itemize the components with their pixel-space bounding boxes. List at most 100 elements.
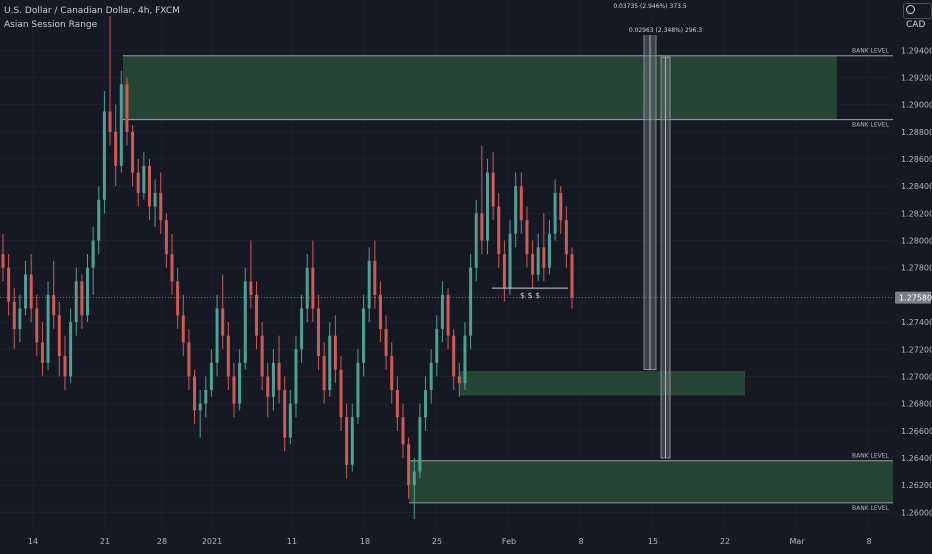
candle[interactable] — [40, 322, 44, 377]
candle[interactable] — [108, 16, 112, 146]
candle[interactable] — [373, 240, 377, 309]
candle[interactable] — [457, 362, 461, 397]
candle[interactable] — [333, 315, 337, 384]
candle[interactable] — [164, 213, 168, 268]
candle[interactable] — [283, 376, 287, 452]
candles-layer[interactable] — [1, 16, 574, 520]
candle[interactable] — [198, 390, 202, 438]
candle[interactable] — [570, 247, 574, 309]
candle[interactable] — [131, 125, 135, 187]
candle[interactable] — [502, 240, 506, 302]
candle[interactable] — [97, 186, 101, 255]
candle[interactable] — [187, 328, 191, 391]
candle[interactable] — [35, 294, 39, 357]
candle[interactable] — [384, 315, 388, 370]
candle[interactable] — [136, 159, 140, 207]
candle[interactable] — [395, 376, 399, 431]
candle[interactable] — [288, 390, 292, 445]
candle[interactable] — [243, 267, 247, 370]
candle[interactable] — [74, 267, 78, 336]
candle[interactable] — [249, 240, 253, 309]
candle[interactable] — [491, 152, 495, 221]
candle[interactable] — [480, 145, 484, 255]
candle[interactable] — [311, 240, 315, 323]
candle[interactable] — [125, 77, 129, 146]
candle[interactable] — [1, 233, 5, 282]
candle[interactable] — [469, 254, 473, 350]
candle[interactable] — [474, 199, 478, 282]
candle[interactable] — [215, 294, 219, 377]
candle[interactable] — [159, 172, 163, 234]
candle[interactable] — [316, 294, 320, 370]
candle[interactable] — [446, 288, 450, 350]
candle[interactable] — [181, 294, 185, 357]
candle[interactable] — [114, 104, 118, 187]
candle[interactable] — [519, 172, 523, 234]
candle[interactable] — [463, 322, 467, 391]
candle[interactable] — [412, 457, 416, 520]
candle[interactable] — [119, 70, 123, 173]
candle[interactable] — [305, 254, 309, 323]
candle[interactable] — [69, 308, 73, 384]
candle[interactable] — [24, 260, 28, 316]
candle[interactable] — [378, 281, 382, 343]
candle[interactable] — [57, 301, 61, 377]
candle[interactable] — [322, 342, 326, 404]
candle[interactable] — [266, 362, 270, 418]
candle[interactable] — [559, 186, 563, 234]
candle[interactable] — [80, 274, 84, 329]
candle[interactable] — [226, 322, 230, 391]
candle[interactable] — [362, 294, 366, 377]
candle[interactable] — [294, 335, 298, 418]
candle[interactable] — [12, 288, 16, 350]
candle[interactable] — [277, 335, 281, 404]
candle[interactable] — [536, 233, 540, 282]
candle[interactable] — [345, 403, 349, 479]
candle[interactable] — [328, 322, 332, 397]
candle[interactable] — [7, 254, 11, 316]
candle[interactable] — [452, 328, 456, 391]
candle[interactable] — [553, 179, 557, 241]
candle[interactable] — [525, 206, 529, 268]
candle[interactable] — [497, 192, 501, 268]
candle[interactable] — [142, 152, 146, 200]
candle[interactable] — [339, 356, 343, 431]
candle[interactable] — [367, 247, 371, 323]
candle[interactable] — [508, 220, 512, 295]
candle[interactable] — [407, 437, 411, 499]
candle[interactable] — [401, 403, 405, 458]
currency-selector[interactable]: CAD — [903, 3, 932, 30]
candle[interactable] — [170, 233, 174, 295]
candle[interactable] — [238, 349, 242, 411]
candle[interactable] — [63, 335, 67, 391]
candle[interactable] — [260, 322, 264, 391]
candle[interactable] — [18, 294, 22, 343]
candle[interactable] — [424, 376, 428, 431]
candle[interactable] — [542, 213, 546, 282]
candle[interactable] — [176, 267, 180, 329]
candle[interactable] — [86, 254, 90, 323]
candle[interactable] — [255, 281, 259, 350]
candle[interactable] — [300, 294, 304, 363]
candle[interactable] — [564, 206, 568, 268]
candle[interactable] — [209, 349, 213, 397]
candle[interactable] — [547, 220, 551, 275]
candle[interactable] — [485, 159, 489, 255]
candle[interactable] — [429, 349, 433, 404]
candle[interactable] — [356, 349, 360, 424]
candle[interactable] — [46, 281, 50, 370]
candle[interactable] — [147, 159, 151, 221]
candle[interactable] — [531, 240, 535, 289]
candle[interactable] — [102, 91, 106, 214]
candle[interactable] — [204, 376, 208, 418]
candle[interactable] — [271, 349, 275, 411]
candle[interactable] — [221, 274, 225, 350]
candle[interactable] — [232, 362, 236, 418]
candle[interactable] — [29, 254, 33, 323]
candle[interactable] — [52, 260, 56, 329]
candle[interactable] — [350, 403, 354, 472]
candle[interactable] — [514, 172, 518, 248]
candle[interactable] — [440, 281, 444, 343]
